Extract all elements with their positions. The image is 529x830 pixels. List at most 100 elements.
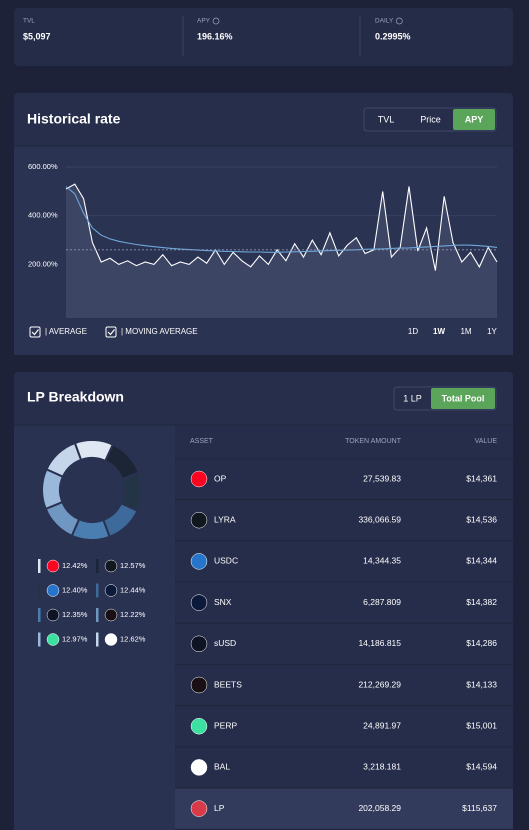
panel-title: LP Breakdown: [27, 389, 124, 405]
token-icon: [190, 759, 208, 776]
tab[interactable]: 1 LP: [403, 393, 422, 403]
token-icon: [46, 608, 60, 622]
checkmark: [31, 329, 39, 336]
cell: BEETS: [214, 679, 242, 689]
token-icon: [104, 584, 118, 597]
legend-swatch: [38, 608, 41, 622]
legend-value: 12.97%: [62, 634, 88, 643]
token-icon: [190, 470, 208, 488]
cell: $14,361: [466, 473, 497, 483]
token-icon: [190, 800, 208, 817]
tab[interactable]: Price: [420, 114, 441, 124]
cell: $14,286: [466, 638, 497, 648]
cell: 202,058.29: [358, 803, 401, 813]
range-button[interactable]: 1Y: [487, 327, 497, 336]
cell: 336,066.59: [358, 514, 401, 524]
tab-active[interactable]: [431, 388, 495, 409]
cell: 14,186.815: [358, 638, 401, 648]
stat-label: DAILY: [375, 18, 394, 25]
cell: 27,539.83: [363, 473, 401, 483]
cell: $14,594: [466, 762, 497, 772]
legend-value: 12.22%: [120, 610, 146, 619]
tab[interactable]: TVL: [378, 114, 395, 124]
area: [66, 184, 497, 318]
checkmark: [107, 329, 115, 336]
cell: BAL: [214, 762, 230, 772]
token-icon: [190, 635, 208, 653]
token-icon: [46, 584, 60, 597]
table-area: [175, 425, 513, 830]
legend-value: 12.40%: [62, 585, 88, 594]
range-button[interactable]: 1W: [433, 327, 445, 336]
range-button[interactable]: 1M: [460, 327, 471, 336]
token-icon: [190, 717, 208, 735]
row-highlight: [175, 788, 513, 830]
token-icon: [104, 608, 118, 622]
cell: 24,891.97: [363, 720, 401, 730]
stat-label: APY: [197, 18, 211, 25]
tab-group: [393, 386, 497, 411]
panel-title: Historical rate: [27, 111, 121, 127]
token-icon: [190, 553, 208, 570]
tab-group: [363, 107, 497, 132]
legend-value: 12.62%: [120, 634, 146, 643]
token-icon: [46, 559, 60, 573]
token-icon: [46, 633, 60, 646]
cell: sUSD: [214, 638, 236, 648]
table-header: TOKEN AMOUNT: [345, 438, 402, 445]
cell: $14,536: [466, 514, 497, 524]
stat-label: TVL: [23, 18, 35, 25]
tab-active[interactable]: [453, 109, 495, 130]
cell: 14,344.35: [363, 556, 401, 566]
cell: SNX: [214, 597, 232, 607]
stat-value: 196.16%: [197, 31, 233, 41]
token-icon: [190, 511, 208, 529]
legend-swatch: [96, 608, 99, 622]
legend-label: | MOVING AVERAGE: [121, 327, 198, 336]
info-icon: [212, 17, 220, 25]
y-tick-label: 200.00%: [28, 259, 58, 268]
table-header: VALUE: [475, 438, 498, 445]
checkbox[interactable]: [105, 326, 117, 338]
legend-value: 12.42%: [62, 561, 88, 570]
legend-swatch: [96, 559, 99, 573]
tab[interactable]: Total Pool: [442, 393, 485, 403]
cell: PERP: [214, 720, 237, 730]
legend-swatch: [38, 632, 41, 647]
legend-swatch: [38, 583, 41, 598]
y-tick-label: 600.00%: [28, 162, 58, 171]
stat-value: $5,097: [23, 31, 51, 41]
tab[interactable]: APY: [465, 114, 484, 124]
donut-area: [14, 425, 175, 830]
cell: $15,001: [466, 720, 497, 730]
stats-panel: [14, 8, 513, 66]
legend-value: 12.35%: [62, 610, 88, 619]
cell: 6,287.809: [363, 597, 401, 607]
info-icon: [395, 17, 403, 25]
legend-swatch: [96, 583, 99, 598]
legend-value: 12.44%: [120, 585, 146, 594]
cell: $14,382: [466, 597, 497, 607]
table-header: ASSET: [190, 438, 214, 445]
cell: LP: [214, 803, 225, 813]
cell: 212,269.29: [358, 679, 401, 689]
token-icon: [104, 633, 118, 646]
token-icon: [104, 559, 118, 573]
token-icon: [190, 594, 208, 611]
cell: $115,637: [462, 803, 497, 813]
cell: 3,218.181: [363, 762, 401, 772]
legend-swatch: [96, 632, 99, 647]
y-tick-label: 400.00%: [28, 211, 58, 220]
cell: $14,344: [466, 556, 497, 566]
legend-label: | AVERAGE: [45, 327, 87, 336]
cell: OP: [214, 473, 227, 483]
token-icon: [190, 676, 208, 694]
donut-segment: [45, 441, 83, 479]
stat-value: 0.2995%: [375, 31, 411, 41]
checkbox[interactable]: [29, 326, 41, 338]
range-button[interactable]: 1D: [408, 327, 418, 336]
cell: USDC: [214, 556, 238, 566]
line: [65, 186, 498, 253]
